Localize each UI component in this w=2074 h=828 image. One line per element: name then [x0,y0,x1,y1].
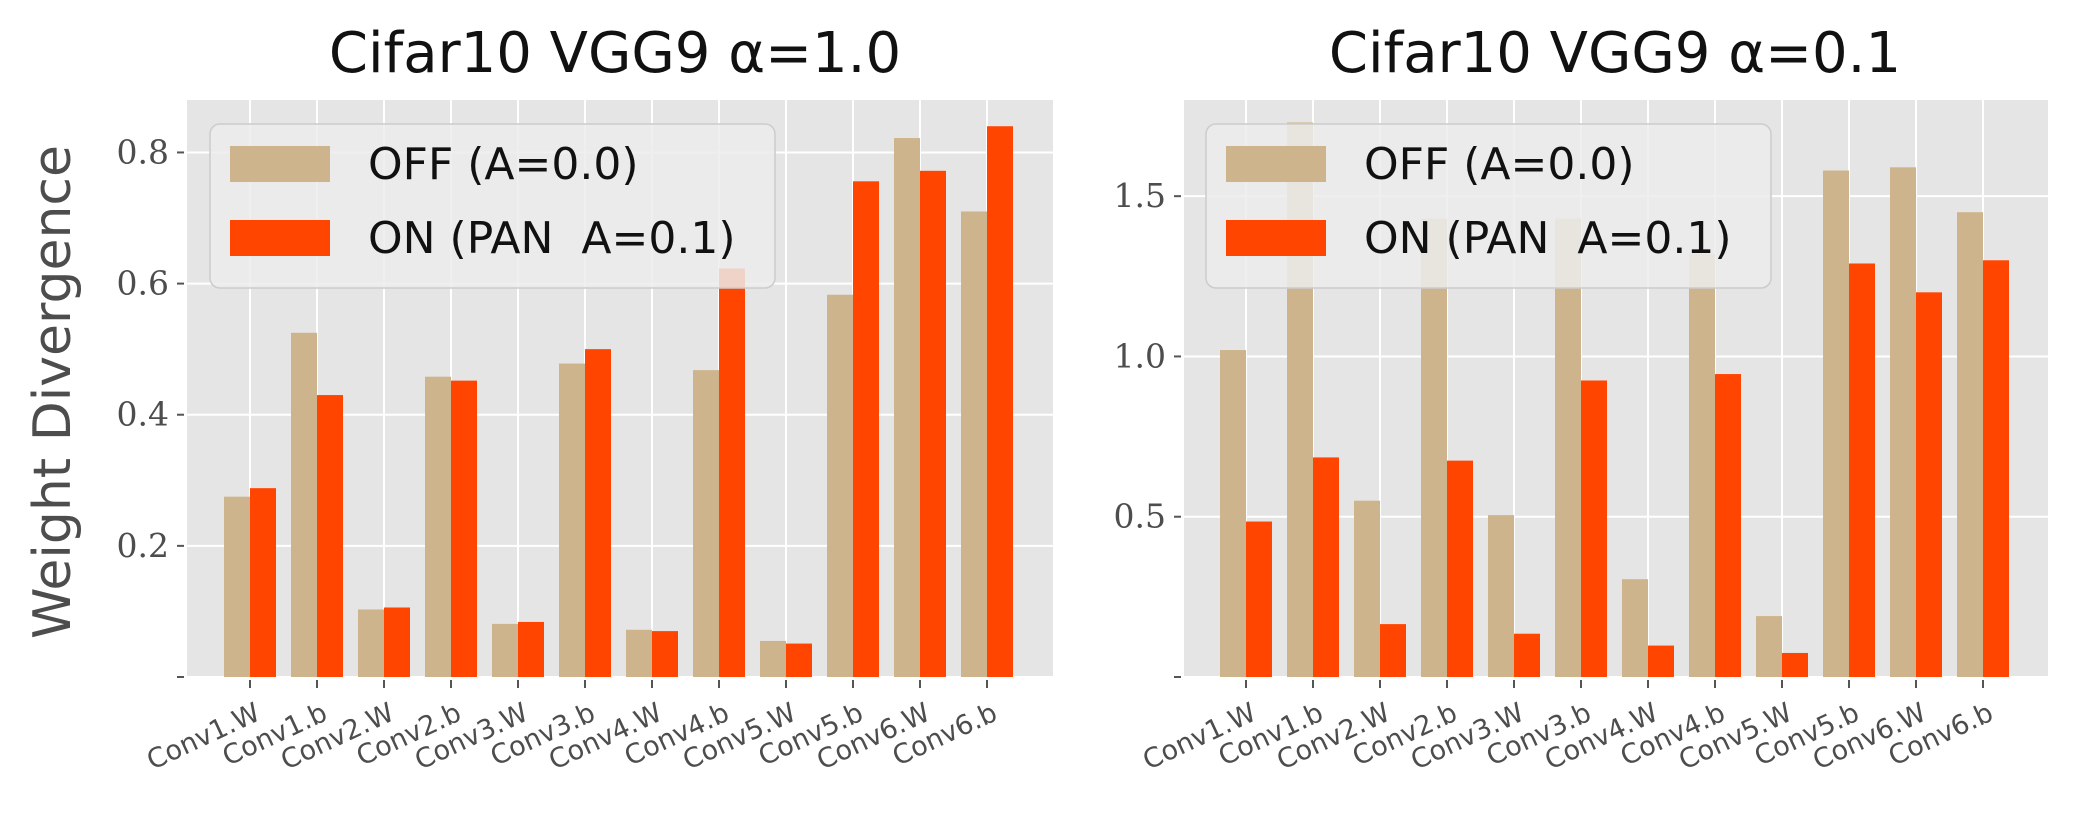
chart-title: Cifar10 VGG9 α=1.0 [329,21,901,86]
bar-conv1-b-off [291,332,317,677]
bar-conv2-b-off [425,376,451,677]
bar-conv1-w-on [250,488,276,677]
bar-conv3-b-on [1581,380,1607,677]
chart-panel-alpha-0-1: 0.51.01.5Conv1.WConv1.bConv2.WConv2.bCon… [1114,21,2048,776]
bar-conv3-w-on [518,621,544,677]
bar-conv6-w-off [1890,167,1916,678]
legend-label-off: OFF (A=0.0) [1364,139,1635,190]
y-tick-label: 0.4 [117,395,169,434]
bar-conv4-b-off [1689,253,1715,677]
bar-conv2-w-off [1354,500,1380,677]
bar-conv4-w-off [626,629,652,677]
legend-swatch-on [1226,220,1326,256]
y-tick-label: 1.5 [1114,176,1166,215]
bar-conv1-w-on [1246,521,1272,677]
bar-conv6-b-off [961,211,987,677]
bar-conv3-b-on [585,349,611,677]
bar-conv5-w-on [786,643,812,677]
chart-panel-alpha-1-0: 0.20.40.60.8Conv1.WConv1.bConv2.WConv2.b… [117,21,1053,776]
legend-label-on: ON (PAN A=0.1) [1364,213,1732,264]
legend: OFF (A=0.0) ON (PAN A=0.1) [209,123,776,289]
legend-label-off: OFF (A=0.0) [368,139,639,190]
bar-conv1-b-on [317,395,343,677]
bar-conv4-w-on [1648,645,1674,677]
bar-conv5-w-off [760,640,786,677]
y-tick-label: 0.8 [117,132,169,171]
legend-swatch-off [230,146,330,182]
y-tick-label: 0.5 [1114,497,1166,536]
bar-conv6-w-on [920,170,946,677]
bar-conv1-w-off [1220,350,1246,677]
chart-title: Cifar10 VGG9 α=0.1 [1329,21,1901,86]
bar-conv6-b-on [987,126,1013,677]
bar-conv3-b-off [1555,218,1581,677]
bar-conv2-b-on [451,380,477,677]
legend-box [209,123,776,289]
bar-conv2-w-on [1380,624,1406,677]
legend-label-on: ON (PAN A=0.1) [368,213,736,264]
bar-conv5-b-on [853,181,879,677]
bar-conv2-w-on [384,607,410,677]
legend-swatch-on [230,220,330,256]
bar-conv6-w-off [894,138,920,677]
bar-conv4-w-on [652,631,678,677]
bar-conv6-b-off [1957,212,1983,677]
bar-conv3-b-off [559,363,585,677]
bar-conv3-w-off [492,623,518,677]
bar-conv5-b-off [827,294,853,677]
bar-conv5-b-off [1823,170,1849,677]
bar-conv2-b-off [1421,218,1447,677]
bar-conv5-b-on [1849,263,1875,677]
y-tick-label: 0.6 [117,264,169,303]
bar-conv4-b-on [1715,374,1741,677]
bar-conv5-w-off [1756,616,1782,677]
y-tick-label: 1.0 [1114,336,1166,375]
bar-conv5-w-on [1782,652,1808,677]
bar-conv1-b-on [1313,457,1339,677]
y-axis-label: Weight Divergence [23,145,83,639]
bar-conv4-b-off [693,370,719,677]
bar-conv1-w-off [224,496,250,677]
bar-conv4-w-off [1622,579,1648,677]
bar-conv3-w-off [1488,515,1514,677]
legend-box [1205,123,1772,289]
bar-conv2-b-on [1447,460,1473,677]
legend: OFF (A=0.0) ON (PAN A=0.1) [1205,123,1772,289]
bar-conv6-b-on [1983,260,2009,677]
legend-swatch-off [1226,146,1326,182]
y-tick-label: 0.2 [117,526,169,565]
bar-conv2-w-off [358,609,384,677]
bar-conv4-b-on [719,268,745,677]
bar-conv3-w-on [1514,633,1540,677]
bar-conv6-w-on [1916,292,1942,677]
